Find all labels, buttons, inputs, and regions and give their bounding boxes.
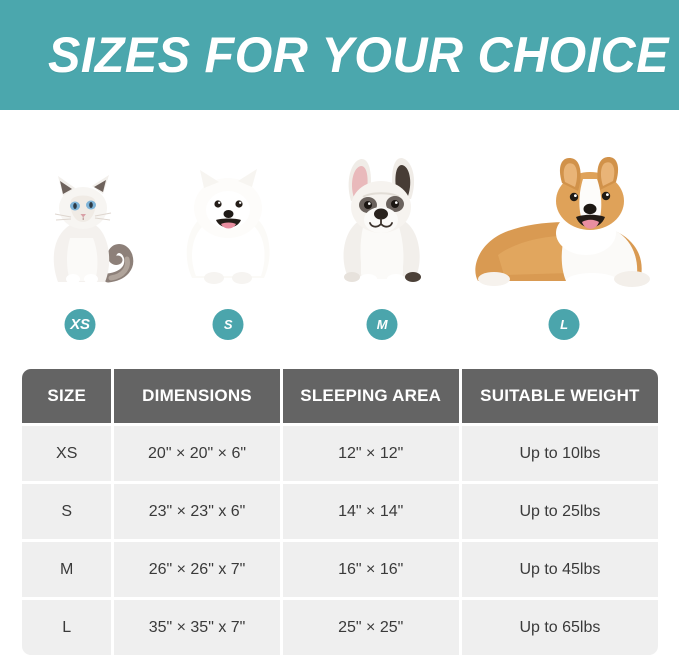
cell-size: L [22,600,112,655]
table-header-row: SIZE DIMENSIONS SLEEPING AREA SUITABLE W… [22,369,658,423]
column-header-sleeping-area: SLEEPING AREA [282,369,459,423]
size-chart-table: SIZE DIMENSIONS SLEEPING AREA SUITABLE W… [19,366,661,658]
cell-suitable-weight: Up to 65lbs [461,600,658,655]
cell-size: XS [22,426,112,481]
column-header-dimensions: DIMENSIONS [114,369,280,423]
cell-dimensions: 35" × 35" x 7" [114,600,280,655]
cell-suitable-weight: Up to 10lbs [461,426,658,481]
table-row: M 26" × 26" x 7" 16" × 16" Up to 45lbs [22,542,658,597]
size-badge-l: L [548,309,580,340]
cell-suitable-weight: Up to 25lbs [461,484,658,539]
cell-size: M [22,542,112,597]
page-banner: SIZES FOR YOUR CHOICE [0,0,679,110]
cell-dimensions: 23" × 23" x 6" [114,484,280,539]
pet-showcase: XS [0,110,679,360]
cell-suitable-weight: Up to 45lbs [461,542,658,597]
table-row: XS 20" × 20" × 6" 12" × 12" Up to 10lbs [22,426,658,481]
table-row: L 35" × 35" x 7" 25" × 25" Up to 65lbs [22,600,658,655]
pomeranian-dog-image [172,160,284,305]
cell-sleeping-area: 25" × 25" [282,600,459,655]
page-title: SIZES FOR YOUR CHOICE [48,27,670,83]
corgi-dog-image [464,155,664,305]
size-badge-xs: XS [64,309,96,340]
cell-sleeping-area: 16" × 16" [282,542,459,597]
table-row: S 23" × 23" x 6" 14" × 14" Up to 25lbs [22,484,658,539]
column-header-size: SIZE [22,369,112,423]
ragdoll-cat-image [25,160,135,305]
cell-size: S [22,484,112,539]
french-bulldog-image [323,145,441,305]
size-badge-m: M [366,309,398,340]
cell-sleeping-area: 12" × 12" [282,426,459,481]
cell-sleeping-area: 14" × 14" [282,484,459,539]
cell-dimensions: 20" × 20" × 6" [114,426,280,481]
size-badge-s: S [212,309,244,340]
cell-dimensions: 26" × 26" x 7" [114,542,280,597]
column-header-suitable-weight: SUITABLE WEIGHT [461,369,658,423]
